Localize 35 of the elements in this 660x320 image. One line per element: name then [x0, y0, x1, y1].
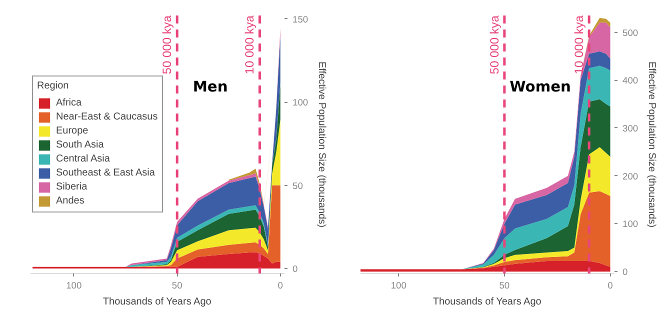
legend-label: Siberia — [56, 180, 88, 194]
y-tick-label: 50 — [292, 180, 303, 191]
y-tick-label: 100 — [292, 98, 308, 108]
legend-label: South Asia — [56, 138, 104, 152]
legend-label: Africa — [56, 96, 82, 110]
ref-line-label: 50 000 kya — [487, 15, 502, 74]
ref-line-label: 50 000 kya — [160, 15, 174, 74]
x-axis-title: Thousands of Years Ago — [432, 296, 542, 308]
ref-line-label: 10 000 kya — [572, 15, 586, 74]
ref-line-label: 10 000 kya — [242, 15, 257, 74]
y-tick-label: 100 — [622, 219, 638, 230]
y-tick-label: 500 — [622, 28, 638, 38]
y-tick-label: 150 — [292, 14, 308, 24]
legend-label: Andes — [56, 194, 84, 208]
annotation: Women — [510, 78, 571, 96]
y-axis-title: Effective Population Size (thousands) — [646, 61, 658, 228]
y-tick-label: 300 — [622, 123, 638, 134]
y-tick-label: 200 — [622, 171, 638, 182]
legend-label: Southeast & East Asia — [56, 166, 155, 180]
x-tick-label: 0 — [278, 280, 283, 290]
x-tick-label: 0 — [608, 280, 613, 290]
x-tick-label: 50 — [499, 280, 510, 290]
legend-label: Near-East & Caucasus — [56, 110, 158, 124]
legend-label: Central Asia — [56, 152, 110, 166]
x-tick-label: 100 — [66, 280, 82, 290]
x-axis-title: Thousands of Years Ago — [102, 296, 212, 308]
x-tick-label: 50 — [172, 280, 182, 290]
y-axis-title: Effective Population Size (thousands) — [316, 61, 328, 228]
x-tick-label: 100 — [390, 280, 406, 290]
y-tick-label: 0 — [622, 267, 628, 278]
y-tick-label: 0 — [292, 264, 298, 274]
legend-label: Europe — [56, 124, 88, 138]
legend-title: Region — [37, 80, 70, 92]
y-tick-label: 400 — [622, 76, 638, 86]
annotation: Men — [192, 78, 228, 96]
